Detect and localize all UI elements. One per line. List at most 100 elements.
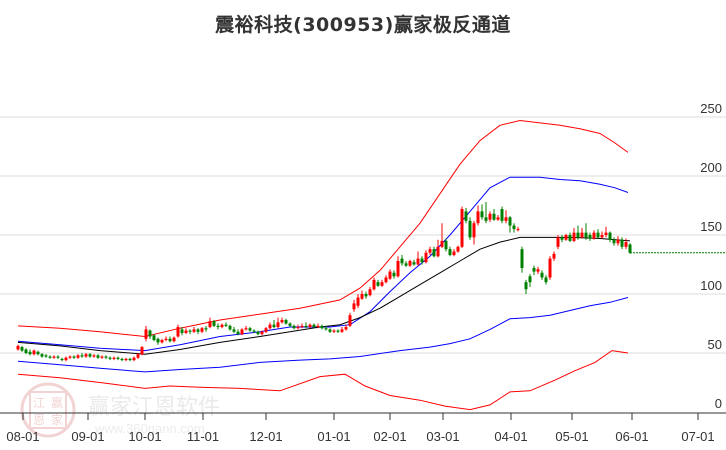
band-lines xyxy=(17,119,726,411)
x-tick-label: 09-01 xyxy=(71,429,104,444)
candle-up xyxy=(556,235,560,250)
candle-up xyxy=(16,344,20,351)
candle-down xyxy=(88,353,92,358)
candle-up xyxy=(280,317,284,324)
candle-down xyxy=(248,327,252,332)
candle-up xyxy=(360,290,364,300)
candle-up xyxy=(616,236,620,246)
candle-up xyxy=(536,266,540,274)
candle-down xyxy=(520,246,524,273)
candle-down xyxy=(120,357,124,362)
chart-title: 震裕科技(300953)赢家极反通道 xyxy=(215,14,511,36)
candle-up xyxy=(408,259,412,267)
candle-down xyxy=(304,322,308,329)
candle-down xyxy=(212,319,216,328)
candle-down xyxy=(404,260,408,267)
candle-up xyxy=(112,356,116,361)
y-tick-label: 150 xyxy=(700,219,722,234)
candle-up xyxy=(208,317,212,329)
candle-up xyxy=(456,245,460,253)
candle-up xyxy=(580,227,584,239)
candle-down xyxy=(468,217,472,240)
candle-up xyxy=(92,354,96,358)
candle-up xyxy=(264,327,268,333)
candle-down xyxy=(24,348,28,355)
candle-up xyxy=(624,238,628,250)
watermark-seal-icon: 江 赢 恩 家 xyxy=(20,382,76,438)
svg-text:赢: 赢 xyxy=(51,395,63,410)
candle-up xyxy=(476,205,480,226)
outer_lower_band xyxy=(17,350,629,411)
candle-up xyxy=(488,211,492,223)
y-tick-label: 50 xyxy=(708,337,722,352)
candle-down xyxy=(584,223,588,240)
candle-down xyxy=(560,235,564,243)
candlesticks xyxy=(16,201,632,362)
candle-up xyxy=(200,327,204,333)
watermark: 江 赢 恩 家 赢家江恩软件 www.360gann.com xyxy=(20,382,220,438)
candle-down xyxy=(588,232,592,241)
candle-down xyxy=(236,329,240,336)
candle-up xyxy=(380,279,384,287)
candle-down xyxy=(148,329,152,339)
candle-up xyxy=(496,214,500,221)
candle-down xyxy=(228,324,232,331)
candle-down xyxy=(328,328,332,333)
candle-down xyxy=(56,355,60,359)
candle-down xyxy=(532,265,536,276)
candle-down xyxy=(232,327,236,333)
candle-up xyxy=(220,323,224,329)
x-tick-label: 03-01 xyxy=(426,429,459,444)
candle-down xyxy=(256,330,260,336)
x-tick-label: 05-01 xyxy=(555,429,588,444)
candle-up xyxy=(428,246,432,256)
candle-down xyxy=(576,225,580,240)
candle-down xyxy=(96,354,100,359)
candle-down xyxy=(612,237,616,246)
candle-up xyxy=(352,299,356,312)
candle-up xyxy=(172,336,176,343)
candle-down xyxy=(524,279,528,294)
y-tick-label: 200 xyxy=(700,160,722,175)
y-tick-label: 250 xyxy=(700,101,722,116)
candle-up xyxy=(472,220,476,245)
candle-up xyxy=(300,323,304,329)
candle-down xyxy=(512,223,516,233)
candle-down xyxy=(216,323,220,330)
candle-down xyxy=(376,279,380,287)
candle-down xyxy=(152,334,156,342)
y-tick-label: 0 xyxy=(715,396,722,411)
candle-up xyxy=(388,269,392,280)
candle-down xyxy=(608,231,612,243)
candle-down xyxy=(156,337,160,345)
candle-down xyxy=(444,238,448,252)
svg-text:江: 江 xyxy=(33,396,45,410)
candle-up xyxy=(176,324,180,338)
candle-up xyxy=(132,356,136,362)
candle-down xyxy=(324,325,328,331)
candle-up xyxy=(356,294,360,309)
candle-up xyxy=(64,356,68,362)
x-tick-label: 12-01 xyxy=(249,429,282,444)
candle-down xyxy=(128,357,132,362)
candle-down xyxy=(432,246,436,258)
candle-up xyxy=(424,250,428,264)
candle-up xyxy=(504,210,508,224)
candle-down xyxy=(464,207,468,224)
candle-down xyxy=(168,336,172,343)
candle-down xyxy=(188,329,192,335)
candle-down xyxy=(320,324,324,330)
candle-up xyxy=(552,251,556,261)
candle-up xyxy=(268,322,272,330)
candle-up xyxy=(100,355,104,359)
candle-down xyxy=(60,357,64,362)
candle-down xyxy=(596,229,600,239)
candle-down xyxy=(104,355,108,359)
x-tick-label: 02-01 xyxy=(373,429,406,444)
candle-up xyxy=(396,256,400,278)
x-tick-label: 10-01 xyxy=(128,429,161,444)
candle-down xyxy=(412,259,416,266)
candle-up xyxy=(160,338,164,344)
candle-down xyxy=(80,353,84,358)
x-tick-label: 07-01 xyxy=(681,429,714,444)
